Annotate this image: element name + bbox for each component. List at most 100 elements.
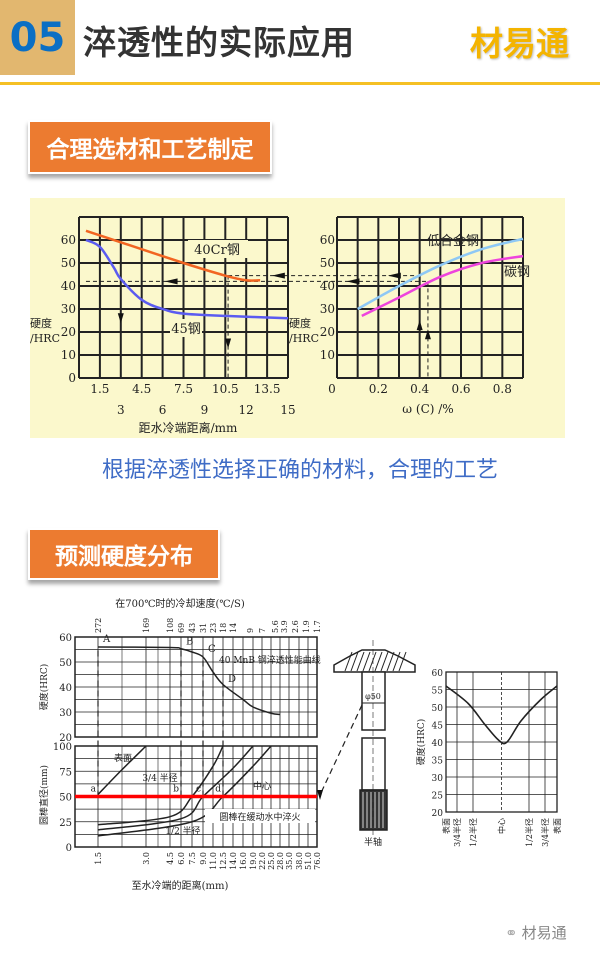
y-tick-label: 50	[61, 256, 76, 270]
x-tick-label: 0.4	[410, 382, 429, 396]
y-tick-label: 60	[320, 233, 335, 247]
y-tick-label: 30	[320, 302, 335, 316]
top-tick-label: 3.9	[280, 620, 289, 633]
x-tick-label: 16.0	[239, 852, 248, 870]
x-tick-label: 6	[159, 403, 167, 417]
x-tick-label: 28.0	[276, 852, 285, 870]
y-axis-label: 硬度	[30, 316, 52, 330]
diameter-label: φ50	[365, 692, 381, 701]
section-badge-material-selection: 合理选材和工艺制定	[28, 120, 272, 174]
y-tick-label: 10	[320, 348, 335, 362]
point-label: d	[215, 784, 221, 794]
series-label: 中心	[253, 780, 271, 792]
x-tick-label: 表面	[441, 818, 451, 834]
point-label: a	[91, 784, 97, 794]
y-axis-label: 硬度	[289, 316, 311, 330]
y-axis-label: 硬度(HRC)	[38, 664, 50, 711]
chart-panel-background	[30, 198, 565, 438]
series-label: 表面	[114, 752, 132, 764]
section-caption: 根据淬透性选择正确的材料，合理的工艺	[101, 458, 498, 483]
x-tick-label: 35.0	[285, 852, 294, 870]
top-tick-label: 18	[219, 623, 228, 633]
x-tick-label: 6.0	[177, 852, 186, 865]
wechat-icon: ⚭	[505, 923, 518, 942]
arrow-icon	[424, 329, 431, 340]
y-tick-label: 40	[320, 279, 335, 293]
series-label: 低合金钢	[427, 233, 479, 249]
arrow-icon	[117, 313, 124, 324]
hardenability-curve	[97, 646, 281, 716]
point-label: C	[208, 644, 216, 655]
x-tick-label: 14.0	[229, 852, 238, 870]
label-background	[188, 240, 248, 258]
y-tick-label: 20	[61, 325, 76, 339]
x-axis-label: 距水冷端距离/mm	[139, 420, 238, 435]
x-tick-label: 3/4半径	[540, 818, 550, 847]
x-tick-label: 19.0	[249, 852, 258, 870]
top-tick-label: 2.6	[291, 620, 300, 633]
series-label: 1/2 半径	[165, 825, 200, 837]
hatch-line	[374, 651, 383, 672]
x-tick-label: 0.6	[451, 382, 470, 396]
series-label: 40Cr钢	[194, 243, 240, 258]
x-tick-label: 22.0	[258, 852, 267, 870]
y-tick-label: 35	[432, 757, 444, 767]
y-tick-label: 50	[59, 658, 72, 669]
x-axis-label: ω (C) /%	[402, 402, 453, 416]
x-tick-label: 0.2	[369, 382, 388, 396]
x-tick-label: 1/2半径	[468, 818, 478, 847]
brand-logo: 材易通	[470, 24, 569, 63]
distribution-frame	[445, 671, 558, 813]
point-label: A	[102, 634, 111, 645]
hardness-distribution-curve	[445, 685, 558, 745]
top-tick-label: 69	[177, 623, 186, 633]
y-tick-label: 60	[59, 633, 72, 644]
hatch-line	[392, 651, 401, 672]
footer-label: 材易通	[521, 924, 567, 942]
upper-plot-frame	[74, 636, 318, 738]
x-tick-label: 9	[201, 403, 209, 417]
shaft-upper	[361, 671, 386, 731]
y-tick-label: 50	[320, 256, 335, 270]
x-tick-label: 4.5	[132, 382, 151, 396]
top-tick-label: 9	[246, 628, 255, 633]
arrow-icon	[346, 278, 360, 285]
note-label: 圆棒在缓动水中淬火	[219, 811, 300, 823]
arrow-icon	[387, 272, 401, 279]
hatch-line	[350, 651, 359, 672]
x-tick-label: 0.8	[493, 382, 512, 396]
label-background	[170, 319, 202, 337]
y-tick-label: 30	[59, 708, 72, 719]
y-tick-label: 60	[432, 669, 444, 679]
page-title: 淬透性的实际应用	[83, 23, 355, 62]
top-tick-label: 108	[166, 618, 175, 633]
x-tick-label: 0	[328, 382, 336, 396]
arrow-icon	[271, 272, 285, 279]
arrow-icon	[317, 790, 323, 800]
series-label: 3/4 半径	[142, 772, 177, 784]
x-tick-label: 中心	[497, 818, 507, 834]
y-tick-label: 40	[59, 683, 72, 694]
y-tick-label: 20	[432, 809, 444, 819]
top-tick-label: 5.6	[271, 620, 280, 633]
x-tick-label: 1.5	[94, 852, 103, 865]
top-tick-label: 14	[229, 623, 238, 633]
hatch-line	[380, 651, 389, 672]
y-tick-label: 20	[320, 325, 335, 339]
y-tick-label: 0	[66, 843, 72, 854]
section-badge-hardness-prediction: 预测硬度分布	[28, 528, 220, 580]
x-tick-label: 表面	[552, 818, 562, 834]
point-label: D	[228, 674, 236, 685]
hatch-line	[362, 651, 371, 672]
part-label: 半轴	[364, 836, 382, 848]
x-tick-label: 51.0	[304, 852, 313, 870]
x-tick-label: 1/2半径	[524, 818, 534, 847]
point-label: b	[173, 784, 179, 794]
series-line-45钢	[85, 238, 289, 320]
series-line-碳钢	[361, 254, 524, 318]
diameter-curve-表面	[97, 745, 147, 796]
y-tick-label: 30	[432, 774, 444, 784]
x-tick-label: 3/4半径	[452, 818, 462, 847]
y-tick-label: 50	[432, 704, 444, 714]
